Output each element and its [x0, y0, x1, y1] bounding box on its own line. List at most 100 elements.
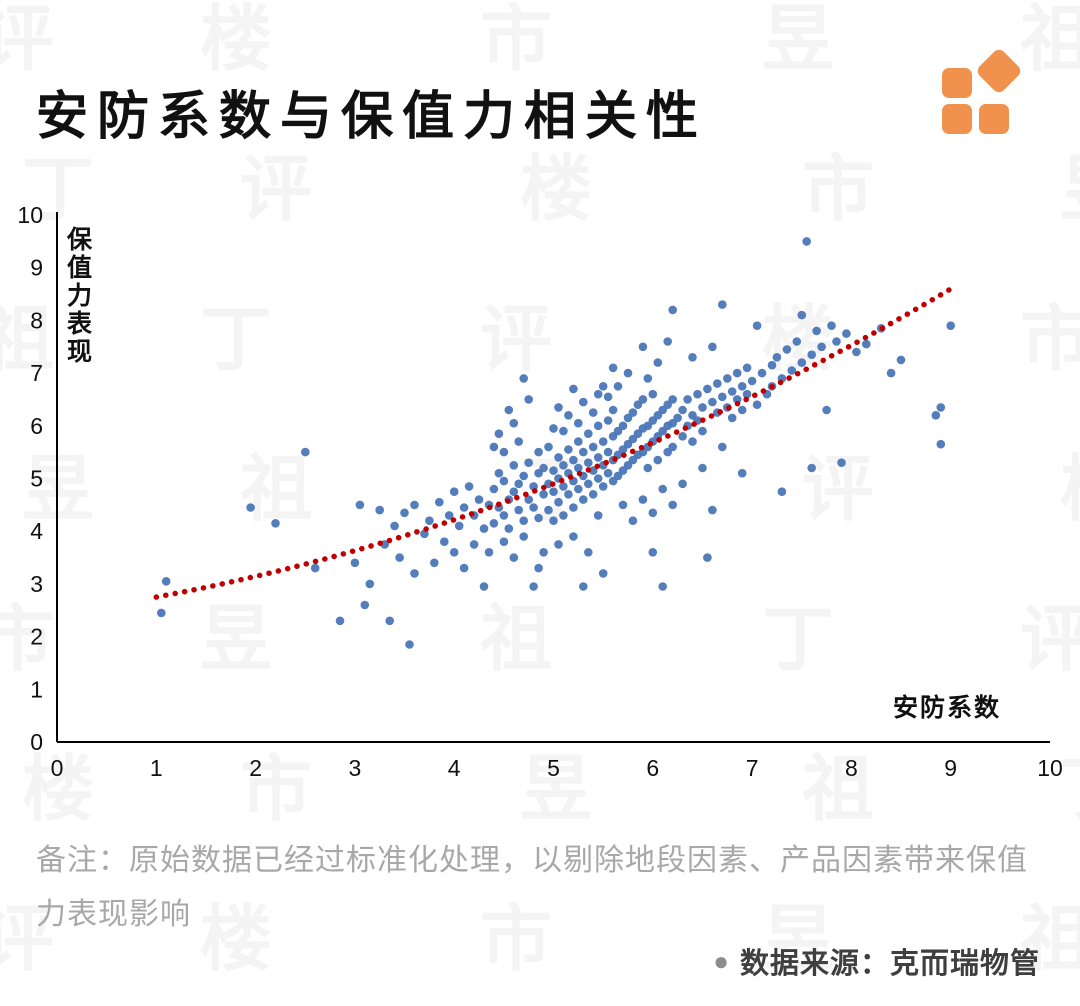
data-point	[390, 521, 399, 531]
data-point	[723, 374, 732, 383]
data-point	[797, 358, 807, 367]
data-point	[588, 490, 598, 499]
data-point	[489, 442, 499, 452]
logo-square-icon	[942, 104, 972, 134]
data-point	[509, 461, 519, 470]
data-point	[703, 384, 712, 394]
data-point	[444, 511, 454, 520]
data-point	[708, 505, 717, 515]
y-axis-title-char: 现	[67, 338, 93, 366]
data-point	[335, 616, 345, 626]
data-point	[807, 463, 816, 473]
data-point	[593, 474, 603, 483]
watermark-char: 评	[0, 0, 55, 80]
data-point	[435, 497, 444, 507]
data-point	[534, 447, 543, 457]
data-point	[648, 389, 658, 399]
y-axis-title-char: 值	[67, 254, 93, 282]
data-point	[484, 548, 494, 557]
data-point	[534, 563, 543, 573]
data-point	[628, 408, 638, 417]
data-point	[727, 413, 737, 423]
data-point	[365, 579, 375, 589]
x-tick-label: 9	[944, 755, 957, 781]
data-point	[355, 500, 365, 510]
data-point	[603, 468, 613, 478]
x-tick-label: 7	[746, 755, 759, 781]
y-tick-label: 1	[30, 676, 43, 702]
data-point	[509, 553, 519, 562]
data-point	[623, 368, 633, 378]
data-point	[559, 511, 568, 520]
data-point	[499, 447, 509, 457]
logo-diamond-icon	[974, 46, 1024, 96]
data-point	[569, 455, 578, 465]
data-point	[569, 384, 578, 394]
data-point	[807, 350, 816, 359]
data-point	[593, 389, 603, 399]
data-point	[718, 392, 727, 402]
y-tick-label: 5	[30, 466, 43, 492]
data-point	[301, 447, 310, 457]
data-point	[678, 405, 687, 415]
data-point	[554, 540, 563, 549]
data-point	[559, 461, 568, 470]
data-point	[842, 329, 851, 338]
data-point	[752, 400, 762, 409]
data-point	[703, 553, 712, 562]
data-point	[742, 363, 752, 373]
data-point	[708, 342, 717, 352]
trend-line	[153, 283, 959, 600]
data-point	[593, 421, 603, 431]
data-point	[678, 432, 687, 441]
watermark-char: 市	[480, 0, 553, 80]
data-point	[827, 321, 836, 330]
data-point	[554, 497, 563, 507]
data-point	[469, 540, 479, 549]
data-point	[782, 345, 792, 354]
data-point	[658, 582, 667, 591]
data-point	[549, 424, 558, 433]
data-point	[449, 487, 459, 497]
data-point	[737, 468, 747, 478]
data-point	[161, 577, 171, 586]
data-point	[618, 500, 628, 510]
data-point	[430, 558, 439, 568]
data-point	[638, 495, 648, 504]
data-point	[410, 569, 419, 578]
y-tick-label: 10	[17, 202, 43, 228]
data-point	[350, 558, 360, 568]
data-point	[678, 479, 687, 489]
data-point	[752, 321, 762, 330]
data-point	[554, 453, 563, 462]
data-point	[608, 363, 618, 373]
data-point	[837, 458, 846, 468]
data-point	[360, 600, 370, 610]
data-point	[440, 537, 449, 546]
data-point	[832, 337, 841, 346]
y-axis-title-char: 表	[67, 310, 93, 338]
data-point	[713, 379, 722, 388]
data-point	[936, 439, 946, 449]
data-point	[524, 495, 533, 504]
data-point	[688, 437, 697, 446]
data-point	[385, 616, 395, 626]
data-point	[817, 342, 826, 352]
data-point	[579, 495, 588, 504]
watermark-char: 楼	[200, 0, 273, 80]
data-point	[459, 503, 469, 512]
footer-note: 备注：原始数据已经过标准化处理，以剔除地段因素、产品因素带来保值力表现影响	[36, 844, 1028, 931]
y-tick-label: 6	[30, 413, 43, 439]
source-text: 数据来源：克而瑞物管	[739, 948, 1040, 980]
data-point	[519, 374, 528, 383]
data-point	[579, 447, 588, 457]
data-point	[698, 403, 707, 412]
data-point	[449, 548, 459, 557]
data-point	[862, 339, 871, 349]
data-point	[603, 447, 613, 457]
source-bullet-icon: ●	[713, 945, 730, 976]
y-tick-label: 3	[30, 571, 43, 597]
data-point	[643, 463, 653, 473]
page-title: 安防系数与保值力相关性	[36, 88, 708, 146]
data-point	[504, 524, 514, 533]
